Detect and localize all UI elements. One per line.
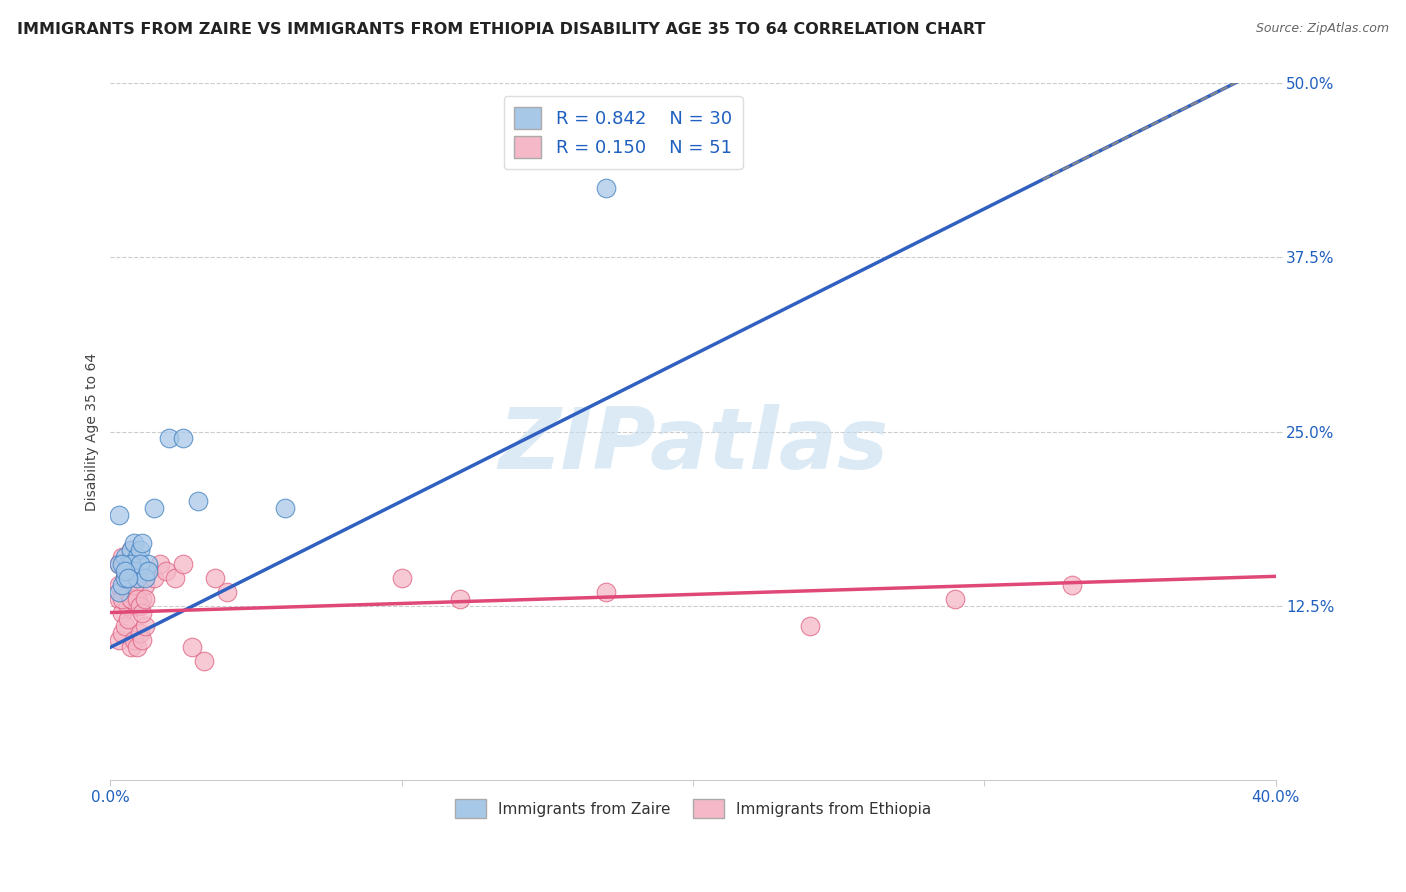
Point <box>181 640 204 655</box>
Point <box>134 564 156 578</box>
Point <box>131 606 153 620</box>
Point <box>117 571 139 585</box>
Point <box>120 542 142 557</box>
Point <box>111 591 134 606</box>
Point <box>157 432 180 446</box>
Point <box>114 557 136 571</box>
Point <box>122 633 145 648</box>
Point <box>120 557 142 571</box>
Point <box>114 549 136 564</box>
Point <box>155 564 177 578</box>
Point <box>117 564 139 578</box>
Point <box>114 571 136 585</box>
Point <box>125 571 148 585</box>
Point <box>125 640 148 655</box>
Point <box>117 584 139 599</box>
Point <box>108 591 131 606</box>
Point <box>595 584 617 599</box>
Point <box>136 564 159 578</box>
Point <box>122 564 145 578</box>
Point <box>120 591 142 606</box>
Point <box>111 577 134 591</box>
Point <box>799 619 821 633</box>
Point <box>108 557 131 571</box>
Point <box>117 599 139 613</box>
Point <box>143 501 166 516</box>
Point <box>114 571 136 585</box>
Point <box>131 536 153 550</box>
Point <box>117 557 139 571</box>
Point <box>134 619 156 633</box>
Point <box>128 571 150 585</box>
Point <box>215 584 238 599</box>
Point <box>108 584 131 599</box>
Point <box>1060 577 1083 591</box>
Point <box>122 577 145 591</box>
Point <box>120 591 142 606</box>
Point <box>111 557 134 571</box>
Point <box>143 571 166 585</box>
Point <box>122 536 145 550</box>
Point <box>163 571 186 585</box>
Point <box>187 494 209 508</box>
Text: Source: ZipAtlas.com: Source: ZipAtlas.com <box>1256 22 1389 36</box>
Point <box>131 633 153 648</box>
Point <box>108 557 131 571</box>
Point <box>136 564 159 578</box>
Point <box>111 606 134 620</box>
Point <box>595 181 617 195</box>
Point <box>125 549 148 564</box>
Point <box>108 633 131 648</box>
Text: ZIPatlas: ZIPatlas <box>498 404 889 487</box>
Point <box>120 640 142 655</box>
Point <box>128 557 150 571</box>
Point <box>122 577 145 591</box>
Y-axis label: Disability Age 35 to 64: Disability Age 35 to 64 <box>86 352 100 510</box>
Point <box>108 577 131 591</box>
Point <box>128 626 150 640</box>
Point <box>134 571 156 585</box>
Point <box>111 626 134 640</box>
Point <box>391 571 413 585</box>
Point <box>125 599 148 613</box>
Point <box>134 591 156 606</box>
Point <box>449 591 471 606</box>
Point <box>943 591 966 606</box>
Legend: Immigrants from Zaire, Immigrants from Ethiopia: Immigrants from Zaire, Immigrants from E… <box>449 793 938 824</box>
Point <box>172 557 194 571</box>
Point <box>131 591 153 606</box>
Point <box>114 619 136 633</box>
Point <box>172 432 194 446</box>
Point <box>136 557 159 571</box>
Text: IMMIGRANTS FROM ZAIRE VS IMMIGRANTS FROM ETHIOPIA DISABILITY AGE 35 TO 64 CORREL: IMMIGRANTS FROM ZAIRE VS IMMIGRANTS FROM… <box>17 22 986 37</box>
Point <box>125 591 148 606</box>
Point <box>128 542 150 557</box>
Point <box>204 571 226 585</box>
Point <box>117 564 139 578</box>
Point <box>108 508 131 522</box>
Point <box>120 542 142 557</box>
Point <box>193 654 215 668</box>
Point <box>128 599 150 613</box>
Point <box>117 612 139 626</box>
Point <box>149 557 172 571</box>
Point <box>111 549 134 564</box>
Point <box>114 564 136 578</box>
Point <box>134 577 156 591</box>
Point <box>114 584 136 599</box>
Point <box>274 501 297 516</box>
